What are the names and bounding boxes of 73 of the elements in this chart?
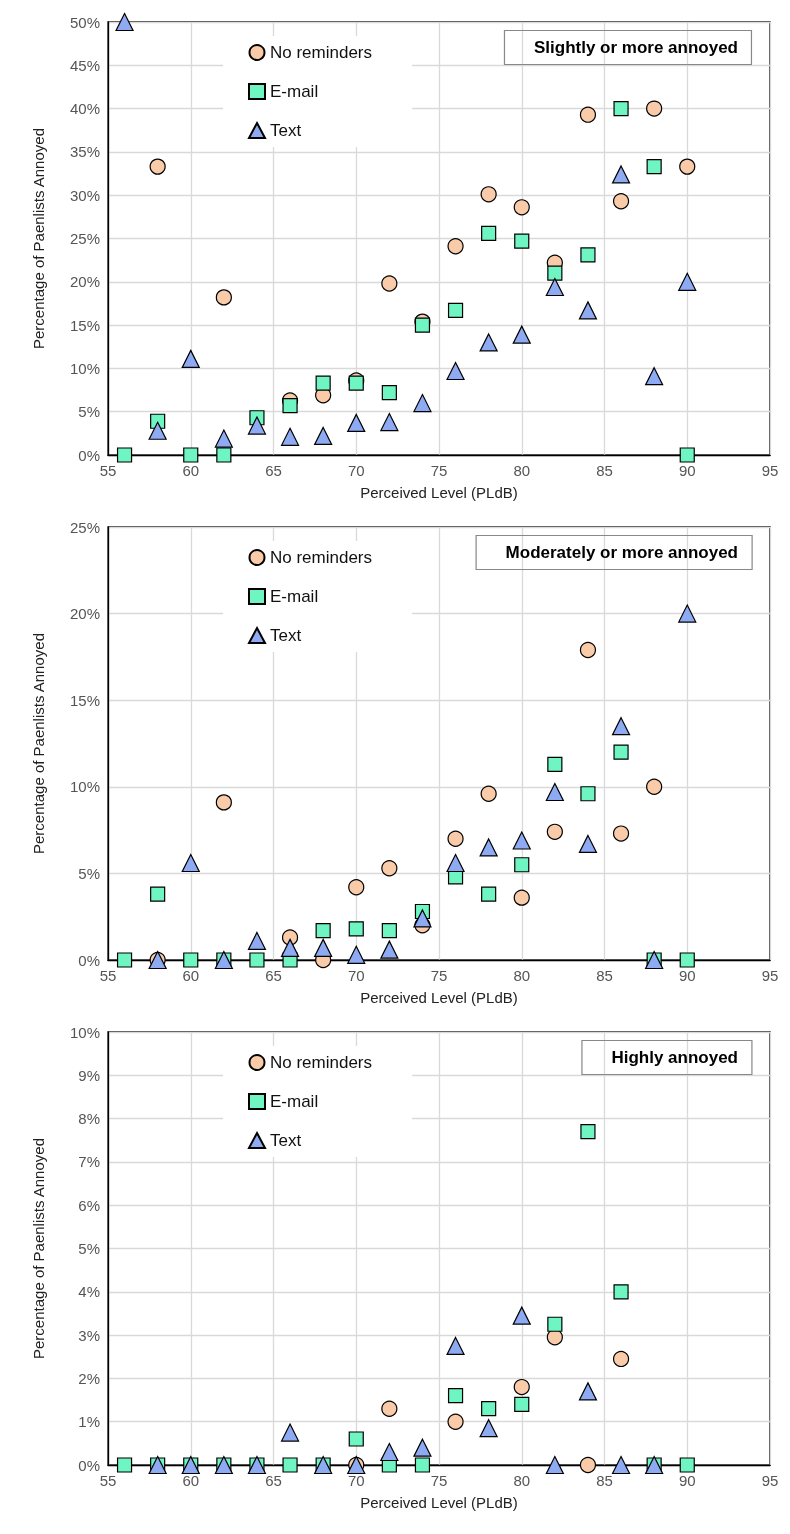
y-tick-label: 20%: [69, 605, 100, 623]
x-axis-title: Perceived Level (PLdB): [360, 484, 518, 501]
x-tick-label: 80: [513, 462, 531, 479]
x-tick-label: 60: [182, 1472, 200, 1489]
x-tick-label: 70: [347, 967, 365, 984]
x-tick-label: 75: [430, 462, 448, 479]
x-tick-label: 85: [596, 1472, 613, 1489]
y-tick-label: 10%: [69, 1023, 100, 1041]
y-tick-label: 0%: [78, 951, 100, 969]
y-tick-label: 3%: [78, 1326, 100, 1344]
x-tick-label: 55: [99, 462, 117, 479]
legend-label: Text: [270, 1131, 302, 1150]
x-tick-label: 70: [347, 462, 365, 479]
x-tick-label: 55: [99, 1472, 117, 1489]
x-tick-label: 80: [513, 967, 531, 984]
y-tick-label: 25%: [69, 518, 100, 536]
legend-label: No reminders: [270, 1053, 373, 1072]
y-tick-label: 10%: [69, 359, 100, 377]
legend-label: No reminders: [270, 43, 373, 62]
x-axis-title: Perceived Level (PLdB): [360, 989, 518, 1006]
y-axis-title: Percentage of Paenlists Annoyed: [30, 128, 47, 349]
y-tick-label: 50%: [69, 13, 100, 31]
text: Highly annoyed: [611, 1048, 739, 1067]
x-tick-label: 65: [265, 462, 282, 479]
x-tick-label: 75: [430, 1472, 448, 1489]
y-tick-label: 35%: [69, 143, 100, 161]
y-axis-title: Percentage of Paenlists Annoyed: [30, 1138, 47, 1359]
y-tick-label: 0%: [78, 1456, 100, 1474]
legend-label: Text: [270, 626, 302, 645]
y-tick-label: 30%: [69, 186, 100, 204]
x-tick-label: 65: [265, 1472, 282, 1489]
y-tick-label: 10%: [69, 778, 100, 796]
y-tick-label: 4%: [78, 1283, 100, 1301]
y-tick-label: 9%: [78, 1066, 100, 1084]
x-tick-label: 75: [430, 967, 448, 984]
y-tick-label: 1%: [78, 1413, 100, 1431]
x-tick-label: 95: [761, 967, 779, 984]
y-tick-label: 15%: [69, 691, 100, 709]
y-tick-label: 20%: [69, 273, 100, 291]
x-axis-title: Perceived Level (PLdB): [360, 1494, 518, 1511]
x-tick-label: 80: [513, 1472, 531, 1489]
y-tick-label: 7%: [78, 1153, 100, 1171]
text: Slightly or more annoyed: [533, 38, 739, 57]
x-tick-label: 85: [596, 967, 613, 984]
x-tick-label: 90: [678, 967, 696, 984]
y-tick-label: 5%: [78, 864, 100, 882]
y-axis-title: Percentage of Paenlists Annoyed: [30, 633, 47, 854]
x-tick-label: 65: [265, 967, 282, 984]
y-tick-label: 40%: [69, 100, 100, 118]
text: Moderately or more annoyed: [505, 543, 738, 562]
legend-label: E-mail: [270, 587, 319, 606]
x-tick-label: 55: [99, 967, 117, 984]
x-tick-label: 60: [182, 967, 200, 984]
x-tick-label: 60: [182, 462, 200, 479]
y-tick-label: 45%: [69, 56, 100, 74]
x-tick-label: 90: [678, 462, 696, 479]
legend-label: Text: [270, 121, 302, 140]
x-tick-label: 95: [761, 1472, 779, 1489]
legend-label: No reminders: [270, 548, 373, 567]
y-tick-label: 8%: [78, 1110, 100, 1128]
y-tick-label: 0%: [78, 446, 100, 464]
x-tick-label: 95: [761, 462, 779, 479]
x-tick-label: 85: [596, 462, 613, 479]
y-tick-label: 25%: [69, 230, 100, 247]
y-tick-label: 6%: [78, 1196, 100, 1214]
x-tick-label: 70: [347, 1472, 365, 1489]
y-tick-label: 5%: [78, 1240, 100, 1257]
y-tick-label: 2%: [78, 1369, 100, 1387]
legend-label: E-mail: [270, 82, 319, 101]
y-tick-label: 5%: [78, 403, 100, 421]
legend-label: E-mail: [270, 1092, 319, 1111]
x-tick-label: 90: [678, 1472, 696, 1489]
y-tick-label: 15%: [69, 316, 100, 334]
